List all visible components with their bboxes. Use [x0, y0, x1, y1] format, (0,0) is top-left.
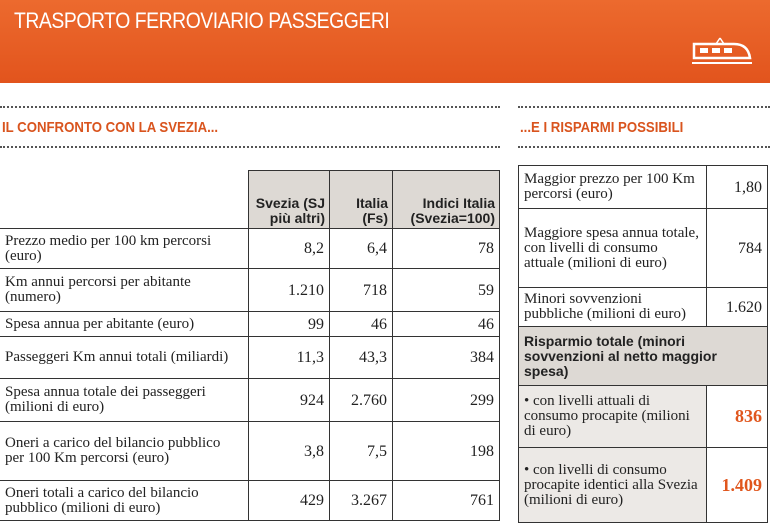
table-row: Passeggeri Km annui totali (miliardi) 11,…	[0, 336, 500, 379]
row-label: Spesa annua per abitante (euro)	[0, 311, 249, 337]
value-cell: 836	[706, 385, 768, 448]
value-cell: 99	[248, 311, 330, 337]
value-cell: 1.210	[248, 268, 330, 312]
row-label: Minori sovvenzioni pubbliche (milioni di…	[518, 287, 707, 327]
value-cell: 3.267	[329, 480, 393, 521]
value-cell: 299	[392, 378, 500, 422]
row-label: Maggior prezzo per 100 Km percorsi (euro…	[518, 165, 707, 209]
divider	[0, 106, 500, 108]
savings-table: Maggior prezzo per 100 Km percorsi (euro…	[518, 165, 768, 523]
value-cell: 59	[392, 268, 500, 312]
value-cell: 1,80	[706, 165, 768, 209]
value-cell: 429	[248, 480, 330, 521]
value-cell: 46	[392, 311, 500, 337]
row-label: Oneri a carico del bilancio pubblico per…	[0, 421, 249, 481]
value-cell: 11,3	[248, 336, 330, 379]
divider	[518, 106, 770, 108]
value-cell: 761	[392, 480, 500, 521]
header-row: Svezia (SJ più altri) Italia (Fs) Indici I…	[0, 170, 500, 229]
value-cell: 6,4	[329, 228, 393, 269]
total-heading: Risparmio totale (minori sovvenzioni al …	[518, 326, 768, 386]
row-label: Km annui percorsi per abitante (numero)	[0, 268, 249, 312]
row-label: Prezzo medio per 100 km percorsi (euro)	[0, 228, 249, 269]
table-row: Oneri a carico del bilancio pubblico per…	[0, 421, 500, 481]
value-cell: 784	[706, 208, 768, 288]
value-cell: 924	[248, 378, 330, 422]
train-icon	[692, 37, 752, 64]
value-cell: 1.620	[706, 287, 768, 327]
column-header: Indici Italia (Svezia=100)	[392, 170, 500, 229]
value-cell: 3,8	[248, 421, 330, 481]
row-label: Passeggeri Km annui totali (miliardi)	[0, 336, 249, 379]
value-cell: 8,2	[248, 228, 330, 269]
item-label: con livelli di consumo procapite identic…	[518, 447, 707, 523]
value-cell: 7,5	[329, 421, 393, 481]
blank-cell	[0, 171, 249, 229]
value-cell: 718	[329, 268, 393, 312]
table-row: Spesa annua per abitante (euro) 99 46 46	[0, 311, 500, 337]
column-header: Italia (Fs)	[329, 170, 393, 229]
value-cell: 198	[392, 421, 500, 481]
value-cell: 46	[329, 311, 393, 337]
item-row: con livelli attuali di consumo procapite…	[518, 385, 768, 448]
comparison-table: Svezia (SJ più altri) Italia (Fs) Indici I…	[0, 170, 500, 521]
value-cell: 2.760	[329, 378, 393, 422]
table-row: Km annui percorsi per abitante (numero) 1…	[0, 268, 500, 312]
table-row: Maggior prezzo per 100 Km percorsi (euro…	[518, 165, 768, 209]
row-label: Maggiore spesa annua totale, con livelli…	[518, 208, 707, 288]
divider	[518, 146, 770, 148]
column-header: Svezia (SJ più altri)	[248, 170, 330, 229]
table-row: Minori sovvenzioni pubbliche (milioni di…	[518, 287, 768, 327]
row-label: Spesa annua totale dei passeggeri (milio…	[0, 378, 249, 422]
section-title: ...E I RISPARMI POSSIBILI	[520, 119, 684, 136]
table-row: Prezzo medio per 100 km percorsi (euro) 8…	[0, 228, 500, 269]
table-row: Oneri totali a carico del bilancio pubbl…	[0, 480, 500, 521]
value-cell: 1.409	[706, 447, 768, 523]
value-cell: 384	[392, 336, 500, 379]
item-label: con livelli attuali di consumo procapite…	[518, 385, 707, 448]
value-cell: 43,3	[329, 336, 393, 379]
table-row: Maggiore spesa annua totale, con livelli…	[518, 208, 768, 288]
row-label: Oneri totali a carico del bilancio pubbl…	[0, 480, 249, 521]
value-cell: 78	[392, 228, 500, 269]
item-row: con livelli di consumo procapite identic…	[518, 447, 768, 523]
table-row: Spesa annua totale dei passeggeri (milio…	[0, 378, 500, 422]
header-title: TRASPORTO FERROVIARIO PASSEGGERI	[14, 8, 390, 33]
total-row: Risparmio totale (minori sovvenzioni al …	[518, 326, 768, 386]
divider	[0, 146, 500, 148]
section-title: IL CONFRONTO CON LA SVEZIA...	[2, 119, 219, 136]
header-bar: TRASPORTO FERROVIARIO PASSEGGERI	[0, 0, 770, 83]
